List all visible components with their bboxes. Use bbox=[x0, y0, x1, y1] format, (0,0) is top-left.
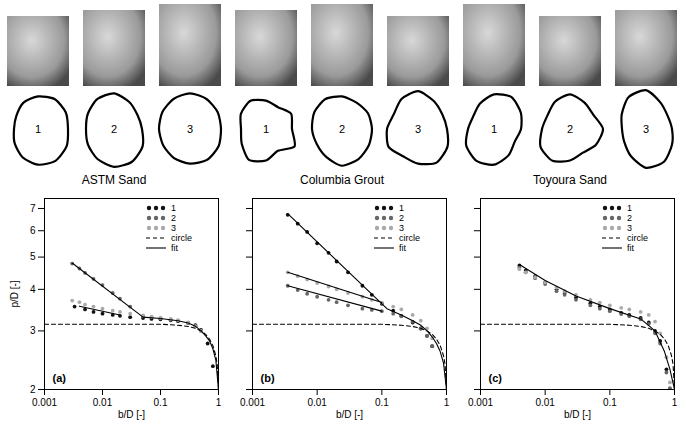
svg-text:0.01: 0.01 bbox=[307, 397, 327, 408]
svg-text:3: 3 bbox=[187, 123, 193, 135]
svg-text:0.01: 0.01 bbox=[535, 397, 555, 408]
svg-text:3: 3 bbox=[415, 123, 421, 135]
html-text:circle: circle bbox=[627, 233, 648, 243]
svg-text:(a): (a) bbox=[53, 372, 67, 384]
svg-text:0.001: 0.001 bbox=[240, 397, 265, 408]
svg-text:2: 2 bbox=[567, 123, 573, 135]
html-text:3: 3 bbox=[171, 223, 176, 233]
svg-text:2: 2 bbox=[111, 123, 117, 135]
svg-text:1: 1 bbox=[672, 397, 678, 408]
html-text:1: 1 bbox=[171, 203, 176, 213]
svg-text:6: 6 bbox=[30, 225, 36, 236]
html-text:circle: circle bbox=[171, 233, 192, 243]
svg-text:b/D [-]: b/D [-] bbox=[564, 409, 591, 420]
svg-text:1: 1 bbox=[491, 123, 497, 135]
html-text:fit: fit bbox=[171, 243, 178, 253]
svg-text:0.001: 0.001 bbox=[468, 397, 493, 408]
svg-text:0.001: 0.001 bbox=[32, 397, 57, 408]
svg-text:b/D [-]: b/D [-] bbox=[336, 409, 363, 420]
svg-text:2: 2 bbox=[339, 123, 345, 135]
html-text:2: 2 bbox=[399, 213, 404, 223]
html-text:fit: fit bbox=[399, 243, 406, 253]
html-text:2: 2 bbox=[627, 213, 632, 223]
html-text:3: 3 bbox=[399, 223, 404, 233]
html-text:1: 1 bbox=[627, 203, 632, 213]
html-text:1: 1 bbox=[399, 203, 404, 213]
html-text:circle: circle bbox=[399, 233, 420, 243]
svg-text:3: 3 bbox=[30, 325, 36, 336]
svg-text:2: 2 bbox=[30, 384, 36, 395]
html-text:3: 3 bbox=[627, 223, 632, 233]
svg-text:b/D [-]: b/D [-] bbox=[118, 409, 145, 420]
svg-text:Toyoura Sand: Toyoura Sand bbox=[533, 173, 607, 187]
svg-text:5: 5 bbox=[30, 251, 36, 262]
svg-text:0.1: 0.1 bbox=[154, 397, 168, 408]
svg-text:ASTM Sand: ASTM Sand bbox=[82, 173, 147, 187]
svg-text:1: 1 bbox=[216, 397, 222, 408]
svg-text:4: 4 bbox=[30, 284, 36, 295]
svg-text:1: 1 bbox=[35, 123, 41, 135]
svg-text:0.01: 0.01 bbox=[93, 397, 113, 408]
html-text:fit: fit bbox=[627, 243, 634, 253]
svg-text:Columbia Grout: Columbia Grout bbox=[300, 173, 385, 187]
svg-text:7: 7 bbox=[30, 203, 36, 214]
svg-text:1: 1 bbox=[444, 397, 450, 408]
html-text:2: 2 bbox=[171, 213, 176, 223]
svg-text:0.1: 0.1 bbox=[603, 397, 617, 408]
svg-text:p/D [-]: p/D [-] bbox=[9, 280, 20, 307]
svg-text:3: 3 bbox=[643, 123, 649, 135]
svg-text:0.1: 0.1 bbox=[375, 397, 389, 408]
svg-text:1: 1 bbox=[263, 123, 269, 135]
svg-text:(c): (c) bbox=[489, 372, 503, 384]
svg-text:(b): (b) bbox=[261, 372, 275, 384]
